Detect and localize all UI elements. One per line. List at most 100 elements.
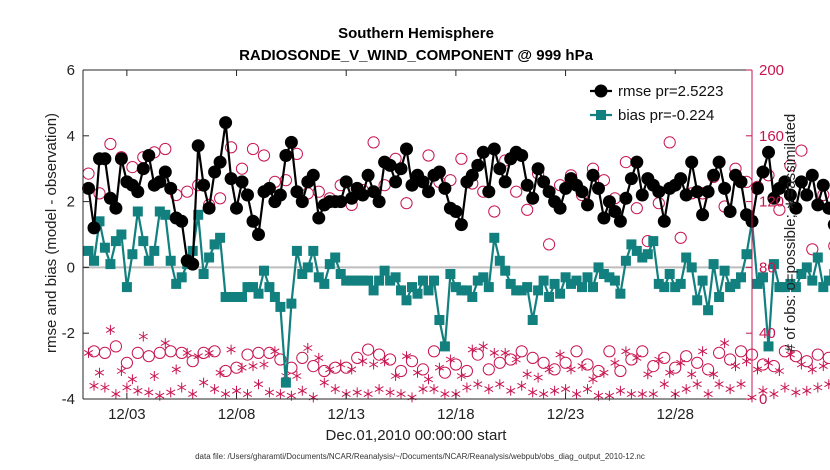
bias-marker [823,275,830,286]
obs-assimilated-marker [297,385,307,396]
bias-marker [730,278,741,289]
obs-possible-marker [93,187,106,200]
obs-assimilated-marker [412,367,423,378]
bias-marker [593,262,604,273]
obs-possible-marker [526,351,539,364]
bias-marker [193,209,204,220]
obs-assimilated-marker [144,387,154,398]
rmse-marker [273,188,287,202]
obs-assimilated-marker [111,389,121,400]
bias-marker [352,275,363,286]
bias-marker [582,272,593,283]
y2-tick-label: 200 [759,62,784,79]
bias-marker [609,275,620,286]
rmse-marker [827,219,830,230]
bias-marker [467,292,478,302]
rmse-marker [356,188,370,202]
rmse-marker [553,201,567,215]
obs-assimilated-marker [462,382,472,393]
obs-assimilated-marker [177,382,187,393]
y-tick-label: -2 [62,325,75,342]
obs-assimilated-marker [188,389,198,400]
obs-assimilated-marker [259,359,269,370]
y2-tick-label: 80 [759,259,776,276]
obs-possible-marker [537,356,550,369]
obs-assimilated-marker [484,384,494,395]
rmse-marker [252,228,265,241]
legend-bias-label: bias pr=-0.224 [618,107,714,124]
axes-layer: 12/03 12/08 12/13 12/18 12/23 12/28 -4 -2 0 2 4 6 0 4… [62,62,784,423]
legend-rmse-label: rmse pr=2.5223 [618,83,723,100]
obs-assimilated-marker [774,366,784,376]
chart-title: Southern Hemisphere [338,25,494,42]
rmse-marker [734,175,748,189]
obs-assimilated-marker [763,357,774,368]
obs-possible-marker [570,345,583,358]
obs-assimilated-marker [621,346,631,357]
obs-assimilated-marker [676,357,686,368]
obs-assimilated-marker [654,354,664,365]
obs-assimilated-marker [89,380,99,391]
bias-marker [259,265,269,276]
bias-marker [242,282,253,293]
obs-assimilated-marker [637,389,647,400]
bias-marker [456,285,467,296]
obs-assimilated-marker [133,385,143,396]
obs-assimilated-marker [522,369,532,380]
rmse-marker [575,185,589,199]
obs-assimilated-marker [385,387,395,398]
rmse-marker [449,205,463,218]
bias-marker [489,232,500,243]
y-tick-label: 4 [67,128,75,145]
bias-marker [626,239,637,250]
rmse-marker [751,181,764,195]
rmse-marker [103,191,117,205]
bias-marker [516,285,527,296]
obs-assimilated-marker [314,352,324,363]
bias-marker [198,269,209,279]
bias-marker [264,282,275,293]
bias-marker [99,242,110,253]
bias-marker [566,278,576,289]
obs-assimilated-marker [687,369,697,380]
obs-assimilated-marker [325,364,335,375]
bias-marker [346,275,357,286]
bias-marker [741,249,752,260]
bias-marker [313,272,324,283]
bias-marker [796,269,807,279]
obs-assimilated-marker [193,351,203,362]
bias-marker [736,272,746,283]
obs-assimilated-marker [720,338,730,349]
y-tick-label: -4 [62,391,75,408]
bias-marker [812,252,823,263]
rmse-marker [613,214,627,228]
obs-possible-marker [647,360,660,373]
obs-assimilated-marker [698,346,708,357]
rmse-marker [608,205,622,218]
obs-assimilated-marker [544,364,554,375]
bias-marker [708,259,719,270]
obs-assimilated-marker [741,356,752,367]
obs-assimilated-marker [253,379,264,390]
rmse-marker [811,198,825,212]
obs-possible-marker [312,185,325,198]
bias-marker [714,292,725,302]
obs-assimilated-marker [319,377,329,388]
x-axis-label: Dec.01,2010 00:00:00 start [326,427,508,444]
obs-possible-marker [235,162,249,175]
obs-assimilated-marker [533,372,543,383]
bias-marker [291,245,302,256]
bias-marker [807,275,818,286]
bias-marker [472,275,483,286]
bias-marker [758,272,768,283]
rmse-marker [652,185,666,199]
obs-possible-marker [543,238,556,251]
y2-axis-label: # of obs: o=possible; ∗=assimilated [782,114,799,353]
obs-assimilated-marker [681,384,691,395]
y2-tick-label: 120 [759,194,784,211]
obs-possible-marker [307,360,320,373]
legend: rmse pr=2.5223 bias pr=-0.224 [583,74,733,128]
obs-assimilated-marker [769,389,779,400]
obs-assimilated-marker [429,384,439,395]
rmse-marker [230,201,243,215]
